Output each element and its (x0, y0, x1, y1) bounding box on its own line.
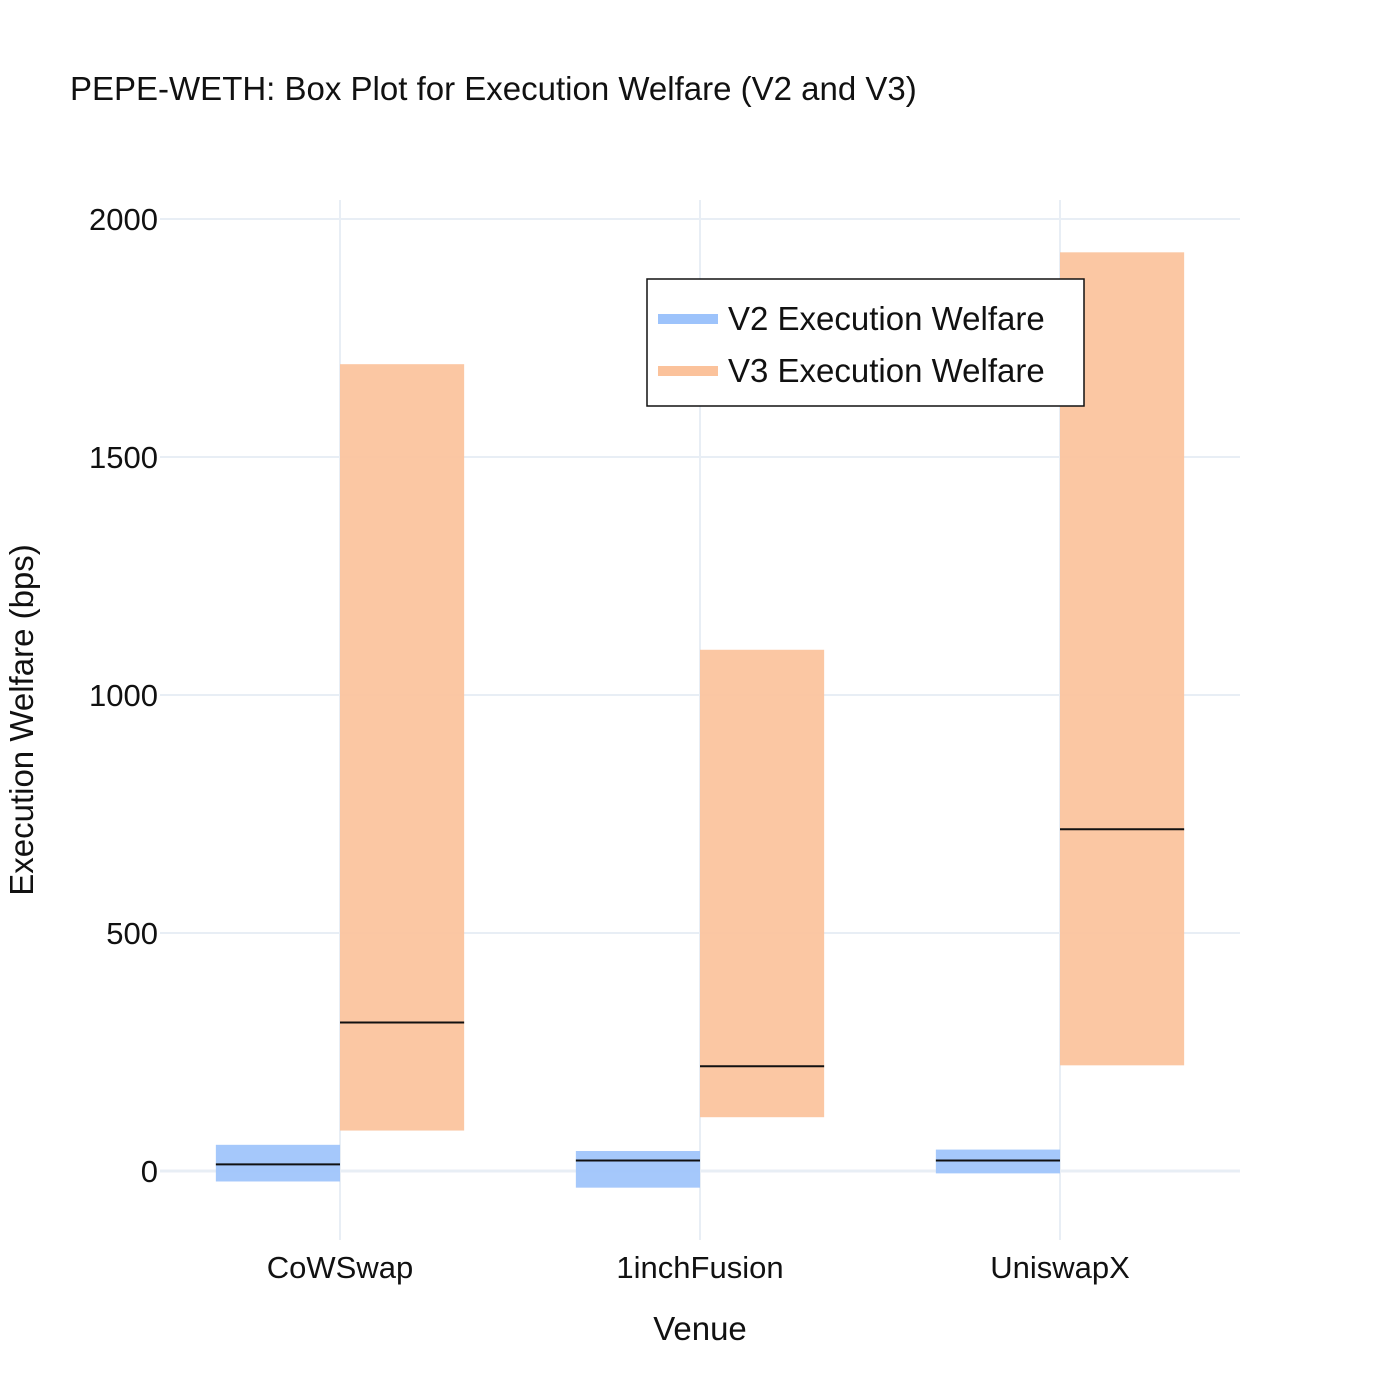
legend-swatch-v2 (658, 314, 718, 324)
y-axis-ticks: 0 500 1000 1500 2000 (89, 202, 158, 1189)
v2-box (215, 1144, 340, 1182)
x-axis-ticks: CoWSwap 1inchFusion UniswapX (267, 1250, 1130, 1285)
legend-border (646, 278, 1085, 407)
y-axis-title: Execution Welfare (bps) (3, 544, 40, 896)
legend: V2 Execution Welfare V3 Execution Welfar… (646, 278, 1085, 407)
v2-box (575, 1151, 700, 1188)
x-tick-label: UniswapX (990, 1250, 1130, 1285)
chart-title: PEPE-WETH: Box Plot for Execution Welfar… (70, 70, 917, 107)
x-axis-title: Venue (653, 1310, 747, 1347)
y-tick-label: 500 (106, 916, 158, 951)
legend-label-v3: V3 Execution Welfare (728, 352, 1045, 389)
y-tick-label: 1000 (89, 678, 158, 713)
y-tick-label: 1500 (89, 440, 158, 475)
v3-box (340, 364, 465, 1131)
x-tick-label: 1inchFusion (616, 1250, 783, 1285)
y-tick-label: 2000 (89, 202, 158, 237)
x-tick-label: CoWSwap (267, 1250, 413, 1285)
legend-label-v2: V2 Execution Welfare (728, 300, 1045, 337)
y-tick-label: 0 (141, 1154, 158, 1189)
legend-swatch-v3 (658, 366, 718, 376)
v3-box (700, 649, 825, 1118)
